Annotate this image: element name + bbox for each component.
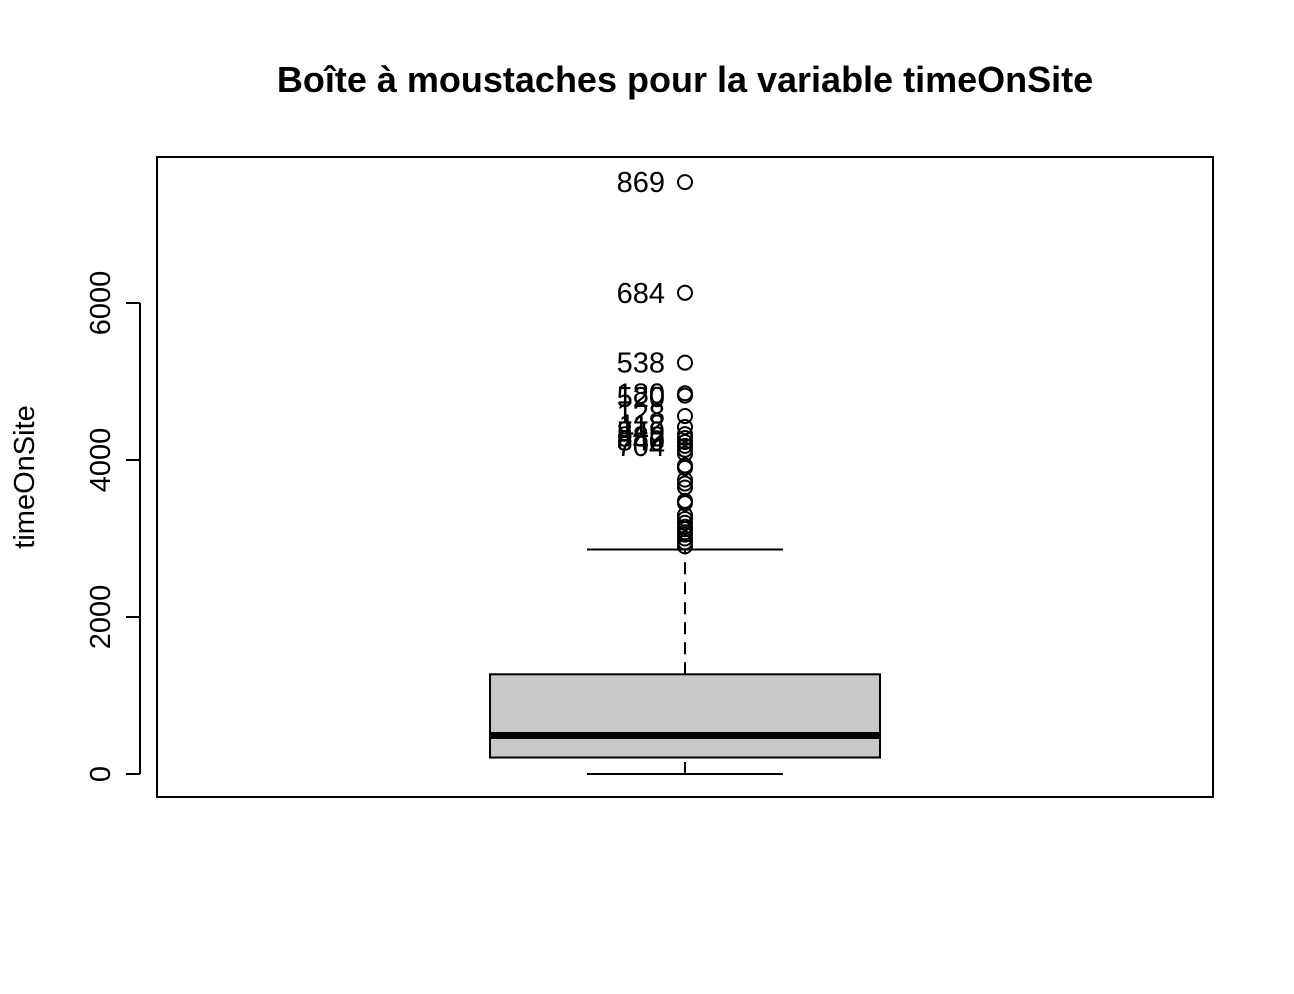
outlier-label: 849 <box>617 417 665 449</box>
outliers <box>677 174 693 555</box>
outlier-point <box>677 284 693 301</box>
outlier-label: 112 <box>619 410 665 442</box>
outlier-point <box>677 430 693 447</box>
outlier-point <box>677 457 693 474</box>
outlier-point <box>677 514 693 531</box>
outlier-point <box>677 445 693 462</box>
outlier-point <box>677 530 693 547</box>
plot-frame <box>156 156 1214 798</box>
outlier-point <box>677 441 693 458</box>
box-plot <box>489 548 881 775</box>
y-axis-label: timeOnSite <box>9 405 41 548</box>
outlier-point <box>677 479 693 496</box>
outlier-label: 128 <box>617 399 665 431</box>
outlier-label: 180 <box>617 378 665 410</box>
outlier-point <box>677 408 693 425</box>
y-tick-label: 6000 <box>85 271 117 336</box>
chart-title: Boîte à moustaches pour la variable time… <box>277 59 1093 100</box>
outlier-label: 704 <box>617 431 665 463</box>
y-tick-label: 0 <box>85 766 117 782</box>
outlier-label: 520 <box>617 382 665 414</box>
outlier-point <box>677 510 693 527</box>
outlier-point <box>677 354 693 371</box>
y-tick-label: 4000 <box>85 428 117 493</box>
outlier-point <box>677 518 693 535</box>
outlier-point <box>677 419 693 436</box>
outlier-label: 869 <box>617 167 665 199</box>
outlier-point <box>677 174 693 191</box>
y-tick-label: 2000 <box>85 585 117 650</box>
outlier-label: 538 <box>617 348 665 380</box>
box-iqr <box>489 673 881 759</box>
outlier-point <box>677 437 693 454</box>
outlier-point <box>677 385 693 402</box>
outlier-label: 684 <box>617 278 665 310</box>
outlier-point <box>677 475 693 492</box>
outlier-label: 840 <box>617 425 665 457</box>
y-axis: 0 2000 4000 6000 <box>85 271 141 782</box>
outlier-label: 882 <box>617 421 665 453</box>
outlier-point <box>677 426 693 443</box>
